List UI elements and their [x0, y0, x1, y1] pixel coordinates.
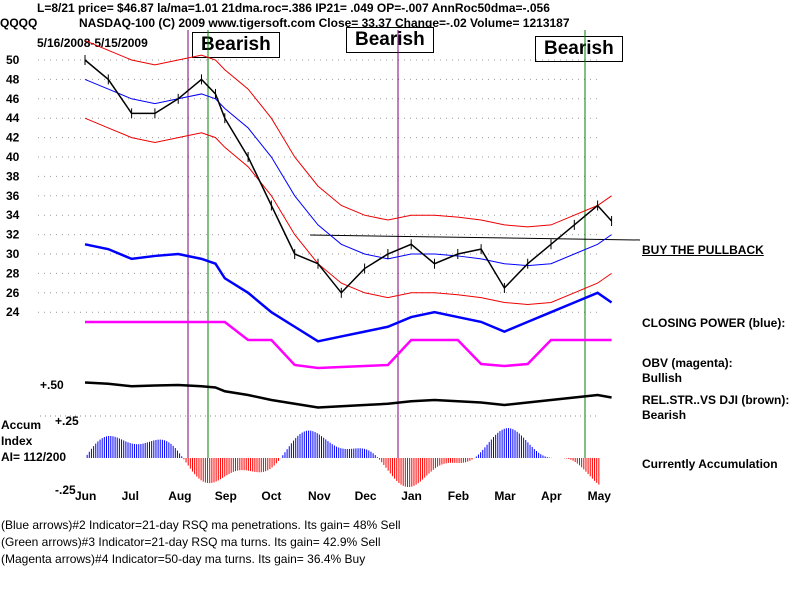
y-tick-label: 34 [6, 208, 20, 222]
plus25-label: +.25 [55, 414, 79, 428]
y-tick-label: 48 [6, 72, 20, 86]
header-stats: L=8/21 price= $46.87 la/ma=1.01 21dma.ro… [37, 1, 550, 15]
y-tick-label: 30 [6, 247, 20, 261]
x-tick-label: Mar [494, 489, 516, 503]
obv-line [85, 320, 612, 370]
price-line [84, 59, 613, 294]
x-tick-label: Apr [541, 489, 562, 503]
y-tick-label: 36 [6, 189, 20, 203]
y-tick-label: 26 [6, 286, 20, 300]
x-tick-label: Jan [401, 489, 422, 503]
obv-label: OBV (magenta): [642, 356, 733, 370]
y-tick-label: 38 [6, 169, 20, 183]
x-tick-label: Sep [215, 489, 237, 503]
x-tick-label: Feb [448, 489, 469, 503]
relstr-label: REL.STR..VS DJI (brown): [642, 393, 790, 407]
upper-band [84, 40, 612, 228]
header-info: NASDAQ-100 (C) 2009 www.tigersoft.com Cl… [79, 16, 570, 30]
x-tick-label: Dec [355, 489, 377, 503]
x-tick-label: Nov [308, 489, 331, 503]
pullback-line [309, 234, 641, 241]
index-label: Index [1, 434, 33, 448]
lower-band [84, 117, 612, 305]
x-tick-label: Aug [168, 489, 191, 503]
y-tick-label: 32 [6, 228, 20, 242]
y-tick-label: 24 [6, 305, 20, 319]
footer-line-1: (Blue arrows)#2 Indicator=21-day RSQ ma … [1, 518, 401, 532]
minus25-label: -.25 [55, 483, 76, 497]
accum-label: Accum [1, 418, 42, 432]
footer-line-3: (Magenta arrows)#4 Indicator=50-day ma t… [1, 552, 366, 566]
closing-power-line [84, 243, 613, 343]
x-tick-label: May [588, 489, 612, 503]
y-tick-label: 50 [6, 53, 20, 67]
y-tick-label: 40 [6, 150, 20, 164]
symbol: QQQQ [0, 16, 38, 30]
x-tick-label: Jun [75, 489, 96, 503]
obv-status: Bullish [642, 371, 683, 385]
closing-power-label: CLOSING POWER (blue): [642, 316, 786, 330]
bearish-box-2: Bearish [346, 27, 434, 53]
date-range: 5/16/2008-5/15/2009 [37, 36, 148, 50]
relstr-line [84, 381, 612, 409]
y-tick-label: 28 [6, 266, 20, 280]
footer-line-2: (Green arrows)#3 Indicator=21-day RSQ ma… [1, 535, 381, 549]
x-tick-label: Oct [261, 489, 281, 503]
x-tick-label: Jul [122, 489, 139, 503]
accum-status: Currently Accumulation [642, 457, 778, 471]
relstr-status: Bearish [642, 408, 687, 422]
bearish-box-3: Bearish [535, 36, 623, 62]
ai-label: AI= 112/200 [1, 450, 67, 464]
y-tick-label: 42 [6, 131, 20, 145]
plus50-label: +.50 [40, 378, 64, 392]
y-tick-label: 46 [6, 92, 20, 106]
bearish-box-1: Bearish [192, 32, 280, 58]
y-tick-label: 44 [6, 111, 20, 125]
buy-pullback-label: BUY THE PULLBACK [642, 243, 764, 257]
